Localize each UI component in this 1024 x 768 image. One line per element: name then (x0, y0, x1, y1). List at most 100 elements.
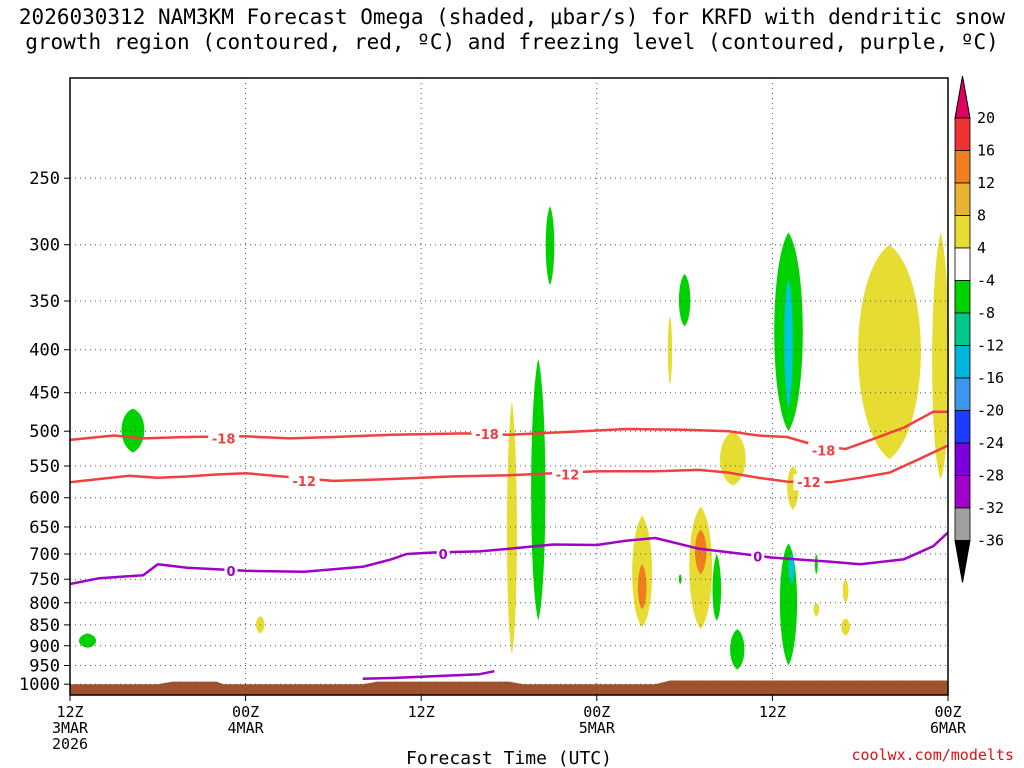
colorbar-swatch-5 (954, 247, 971, 281)
omega-region-25 (932, 232, 950, 480)
y-tick-label-800: 800 (29, 594, 60, 614)
omega-region-22 (842, 579, 849, 603)
colorbar-swatch-11 (954, 442, 971, 476)
contour-line-0-low (362, 669, 495, 680)
contour-label--12-2: -12 (797, 476, 821, 491)
colorbar-label-0: 20 (977, 109, 995, 127)
contour-label--18-2: -18 (812, 444, 836, 459)
colorbar-label-8: -16 (977, 369, 1004, 387)
omega-region-3 (506, 400, 517, 654)
y-tick-label-900: 900 (29, 637, 60, 657)
colorbar-swatch-4 (954, 215, 971, 249)
contour-label--12-1: -12 (556, 469, 580, 484)
colorbar-bottom-arrow (954, 540, 971, 583)
contour-label-0-0: 0 (226, 565, 235, 580)
colorbar-swatch-6 (954, 280, 971, 314)
x-tick-label-12-2: 4MAR (228, 719, 265, 737)
colorbar-label-5: -4 (977, 272, 995, 290)
colorbar-label-7: -12 (977, 337, 1004, 355)
terrain-surface (70, 680, 948, 695)
x-tick-label-48-1: 12Z (759, 703, 786, 721)
colorbar-top-arrow (954, 75, 971, 119)
colorbar-swatch-13 (954, 507, 971, 541)
contour-label-bg-0-2 (751, 548, 765, 565)
contour-label-0-1: 0 (439, 548, 448, 563)
colorbar-swatch-10 (954, 410, 971, 444)
colorbar-label-1: 16 (977, 142, 995, 160)
colorbar-swatch-1 (954, 117, 971, 151)
colorbar: 20 16 12 8 4 -4 -8 -12 -16 -20 -24 -28 -32 -36 (954, 75, 1004, 583)
omega-region-19 (788, 554, 795, 585)
omega-region-21 (813, 602, 820, 617)
colorbar-label-4: 4 (977, 239, 986, 257)
colorbar-label-9: -20 (977, 402, 1004, 420)
x-tick-label-36-2: 5MAR (579, 719, 616, 737)
y-tick-label-300: 300 (29, 236, 60, 256)
omega-region-13 (730, 629, 745, 670)
x-tick-label-0-1: 12Z (56, 703, 83, 721)
omega-region-4 (531, 358, 546, 621)
contour-label-bg-0-0 (224, 562, 238, 579)
contour-line-0 (69, 531, 949, 586)
x-tick-label-0-2: 3MAR (52, 719, 89, 737)
contour-label-bg--18-0 (208, 430, 240, 447)
omega-region-9 (678, 273, 691, 327)
colorbar-label-2: 12 (977, 174, 995, 192)
omega-region-11 (694, 529, 707, 575)
omega-region-1 (78, 633, 97, 648)
y-tick-label-400: 400 (29, 341, 60, 361)
colorbar-swatch-3 (954, 182, 971, 216)
colorbar-label-12: -32 (977, 499, 1004, 517)
contour-label--18-0: -18 (212, 432, 236, 447)
colorbar-label-6: -8 (977, 304, 995, 322)
y-tick-label-700: 700 (29, 545, 60, 565)
colorbar-label-3: 8 (977, 207, 986, 225)
x-tick-label-60-2: 6MAR (930, 719, 967, 737)
x-tick-label-60-1: 00Z (934, 703, 961, 721)
plot-frame (69, 77, 949, 696)
omega-region-7 (637, 564, 647, 610)
y-tick-label-500: 500 (29, 422, 60, 442)
contour-label-bg--18-2 (808, 442, 840, 459)
y-tick-label-950: 950 (29, 656, 60, 676)
omega-region-16 (784, 279, 793, 409)
omega-region-8 (667, 316, 673, 385)
y-tick-label-600: 600 (29, 489, 60, 509)
contour-lines: -18 -18 -18 -12 -12 -12 0 0 0 (69, 410, 949, 680)
omega-region-5 (545, 206, 555, 286)
contour-label-bg--18-1 (471, 426, 503, 443)
site-credit[interactable]: coolwx.com/modelts (851, 746, 1014, 764)
x-tick-label-0-3: 2026 (52, 735, 88, 753)
x-tick-label-12-1: 00Z (232, 703, 259, 721)
colorbar-label-13: -36 (977, 532, 1004, 550)
x-tick-label-24-1: 12Z (408, 703, 435, 721)
x-tick-label-36-1: 00Z (583, 703, 610, 721)
y-tick-label-250: 250 (29, 169, 60, 189)
omega-region-23 (841, 618, 850, 636)
contour-label--18-1: -18 (475, 428, 499, 443)
y-tick-label-550: 550 (29, 457, 60, 477)
x-axis-title: Forecast Time (UTC) (406, 748, 612, 768)
contour-label-0-2: 0 (753, 551, 762, 566)
contour-label-bg--12-1 (552, 466, 584, 483)
y-tick-label-450: 450 (29, 384, 60, 404)
contour-label--12-0: -12 (292, 475, 316, 490)
contour-label-bg-0-1 (436, 546, 450, 563)
y-axis: 2503003504004505005506006507007508008509… (19, 169, 70, 695)
colorbar-swatch-12 (954, 475, 971, 509)
colorbar-label-10: -24 (977, 434, 1004, 452)
y-tick-label-350: 350 (29, 292, 60, 312)
colorbar-swatch-9 (954, 377, 971, 411)
colorbar-label-11: -28 (977, 467, 1004, 485)
omega-region-12 (712, 554, 722, 621)
y-tick-label-1000: 1000 (19, 675, 60, 695)
omega-region-20 (814, 554, 818, 575)
y-tick-label-750: 750 (29, 570, 60, 590)
chart-title-line-2: growth region (contoured, red, ºC) and f… (25, 30, 999, 54)
contour-label-bg--12-0 (288, 472, 320, 489)
contour-label-bg--12-2 (793, 474, 825, 491)
omega-region-24 (858, 244, 921, 460)
omega-shading (78, 206, 950, 670)
